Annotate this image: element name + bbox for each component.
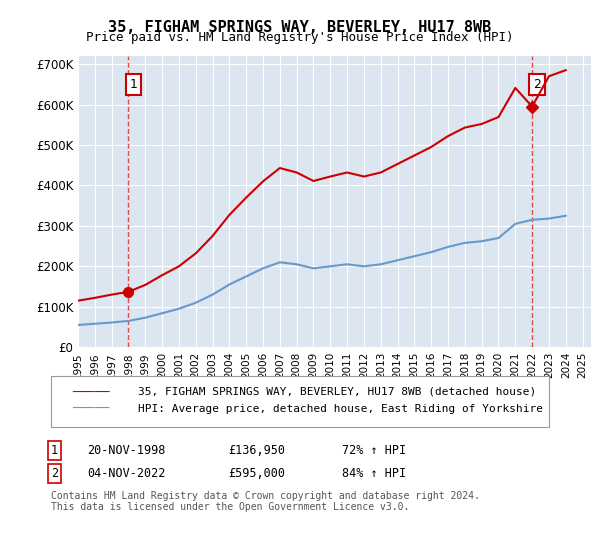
Text: Contains HM Land Registry data © Crown copyright and database right 2024.: Contains HM Land Registry data © Crown c… (51, 491, 480, 501)
Text: ─────: ───── (72, 385, 110, 399)
Text: This data is licensed under the Open Government Licence v3.0.: This data is licensed under the Open Gov… (51, 502, 409, 512)
Text: 35, FIGHAM SPRINGS WAY, BEVERLEY, HU17 8WB (detached house): 35, FIGHAM SPRINGS WAY, BEVERLEY, HU17 8… (138, 387, 536, 397)
Text: 35, FIGHAM SPRINGS WAY, BEVERLEY, HU17 8WB: 35, FIGHAM SPRINGS WAY, BEVERLEY, HU17 8… (109, 20, 491, 35)
Text: 84% ↑ HPI: 84% ↑ HPI (342, 466, 406, 480)
Text: 1: 1 (130, 78, 137, 91)
Text: £595,000: £595,000 (228, 466, 285, 480)
Text: 2: 2 (533, 78, 541, 91)
Text: ─────: ───── (72, 385, 110, 399)
Text: ─────: ───── (72, 402, 110, 416)
Text: HPI: Average price, detached house, East Riding of Yorkshire: HPI: Average price, detached house, East… (138, 404, 543, 414)
Text: HPI: Average price, detached house, East Riding of Yorkshire: HPI: Average price, detached house, East… (138, 404, 543, 414)
Text: 2: 2 (51, 466, 58, 480)
Text: 35, FIGHAM SPRINGS WAY, BEVERLEY, HU17 8WB (detached house): 35, FIGHAM SPRINGS WAY, BEVERLEY, HU17 8… (138, 387, 536, 397)
Text: £136,950: £136,950 (228, 444, 285, 458)
Text: 20-NOV-1998: 20-NOV-1998 (87, 444, 166, 458)
Text: 72% ↑ HPI: 72% ↑ HPI (342, 444, 406, 458)
Text: 1: 1 (51, 444, 58, 458)
Text: ─────: ───── (72, 402, 110, 416)
Text: Price paid vs. HM Land Registry's House Price Index (HPI): Price paid vs. HM Land Registry's House … (86, 31, 514, 44)
Text: 04-NOV-2022: 04-NOV-2022 (87, 466, 166, 480)
